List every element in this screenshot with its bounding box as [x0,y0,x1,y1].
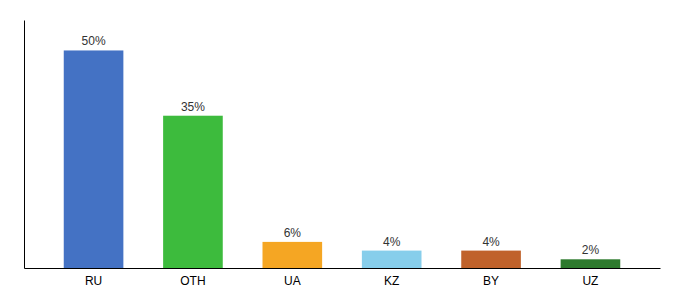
x-tick-label: KZ [384,274,399,288]
x-axis-line [25,268,661,269]
bar [561,259,621,268]
x-tick-label: OTH [180,274,205,288]
bars [64,50,621,268]
x-tick-label: UA [284,274,301,288]
bar [263,242,323,268]
data-label: 4% [482,235,500,249]
x-tick: RU [85,274,102,288]
x-tick-label: RU [85,274,102,288]
data-label: 50% [82,34,106,48]
data-label: 4% [383,235,401,249]
bar [461,251,521,268]
data-label: 6% [284,226,302,240]
bar [163,116,223,268]
x-axis: RU OTH UA KZ BY UZ [25,269,661,288]
bar [64,50,124,268]
x-tick: UA [284,274,301,288]
x-tick-label: BY [483,274,499,288]
data-label: 35% [181,100,205,114]
plot: RU OTH UA KZ BY UZ 50% 35% 6% 4% 4% 2% [25,21,661,288]
x-tick: UZ [582,274,598,288]
x-tick: BY [483,274,499,288]
data-labels: 50% 35% 6% 4% 4% 2% [82,34,600,257]
y-axis [24,21,25,269]
chart: RU OTH UA KZ BY UZ 50% 35% 6% 4% 4% 2% [0,0,680,300]
y-axis-line [24,21,25,269]
x-tick: OTH [180,274,205,288]
data-label: 2% [582,243,600,257]
x-tick-label: UZ [582,274,598,288]
bar [362,251,422,268]
x-tick: KZ [384,274,399,288]
